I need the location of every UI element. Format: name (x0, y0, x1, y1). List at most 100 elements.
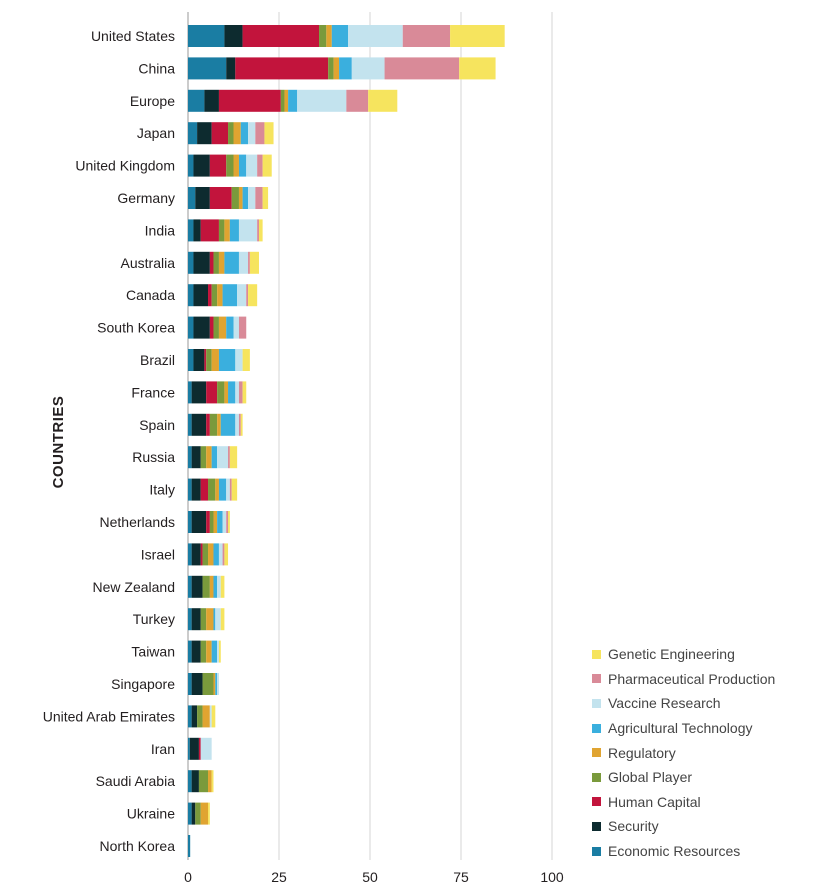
x-tick-label: 50 (362, 869, 378, 885)
bar-segment-vaccine-research (235, 413, 239, 436)
bar-segment-economic-resources (188, 835, 191, 857)
country-label: North Korea (100, 838, 176, 854)
bar-segment-human-capital (206, 511, 210, 533)
country-label: Brazil (140, 352, 175, 368)
bar-segment-pharmaceutical-production (257, 219, 259, 242)
bar-segment-economic-resources (188, 640, 192, 663)
bar-segment-economic-resources (188, 511, 192, 533)
bar-segment-human-capital (209, 187, 232, 209)
country-label: China (138, 60, 175, 76)
country-label: United Arab Emirates (43, 708, 175, 724)
bar-segment-global-player (231, 187, 239, 209)
country-label: Europe (130, 93, 175, 109)
legend-item: Vaccine Research (592, 691, 812, 716)
bar-segment-economic-resources (188, 575, 192, 598)
bar-segment-human-capital (218, 89, 281, 112)
bar-segment-genetic-engineering (242, 349, 250, 371)
bar-segment-economic-resources (188, 89, 205, 112)
bar-segment-security (191, 381, 207, 404)
legend-swatch (592, 698, 601, 708)
bar-segment-global-player (197, 705, 203, 728)
country-label: Iran (151, 741, 175, 757)
bar-segment-economic-resources (188, 187, 196, 209)
bar-segment-pharmaceutical-production (222, 543, 225, 566)
bar-segment-genetic-engineering (262, 154, 272, 177)
bar-segment-security (193, 349, 205, 371)
bar-segment-security (193, 219, 201, 242)
bar-segment-genetic-engineering (211, 770, 214, 793)
bar-segment-agricultural-technology (213, 575, 218, 598)
country-label: Italy (149, 482, 175, 498)
bar-segment-security (189, 737, 199, 760)
country-label: India (145, 222, 176, 238)
bar-segment-vaccine-research (217, 446, 229, 469)
bar-segment-security (195, 187, 210, 209)
bar-segment-genetic-engineering (220, 608, 225, 631)
legend-swatch (592, 674, 601, 684)
legend-swatch (592, 748, 601, 758)
bar-segment-pharmaceutical-production (238, 413, 241, 436)
bar-segment-economic-resources (188, 673, 192, 695)
country-label: Germany (117, 190, 175, 206)
legend: Genetic Engineering Pharmaceutical Produc… (592, 642, 812, 863)
legend-item: Agricultural Technology (592, 716, 812, 741)
bar-segment-pharmaceutical-production (255, 122, 265, 145)
bar-segment-global-player (195, 802, 201, 825)
bar-segment-human-capital (200, 543, 203, 566)
bar-segment-global-player (200, 640, 207, 663)
bar-segment-agricultural-technology (220, 413, 236, 436)
bar-segment-human-capital (206, 413, 210, 436)
bar-segment-vaccine-research (217, 575, 221, 598)
bar-segment-genetic-engineering (248, 284, 258, 307)
country-label: Singapore (111, 676, 175, 692)
bar-segment-economic-resources (188, 316, 194, 339)
country-label: United Kingdom (75, 158, 175, 174)
country-label: France (131, 384, 175, 400)
bar-segment-genetic-engineering (220, 575, 225, 598)
bar-segment-global-player (202, 673, 214, 695)
bar-segment-security (197, 122, 212, 145)
bar-segment-agricultural-technology (238, 154, 247, 177)
bar-segment-economic-resources (188, 122, 198, 145)
x-axis-ticks: 0 25 50 75 100 (184, 869, 564, 885)
x-tick-label: 25 (271, 869, 287, 885)
bar-segment-regulatory (333, 57, 340, 80)
bar-segment-global-player (211, 284, 218, 307)
legend-swatch (592, 649, 601, 659)
bar-segment-global-player (200, 446, 207, 469)
bar-segment-vaccine-research (238, 251, 249, 274)
legend-item: Global Player (592, 765, 812, 790)
bar-segment-global-player (206, 349, 212, 371)
bar-segment-vaccine-research (218, 543, 223, 566)
country-label: Japan (137, 125, 175, 141)
bar-segment-pharmaceutical-production (257, 154, 263, 177)
bar-segment-global-player (328, 57, 334, 80)
bar-segment-genetic-engineering (231, 478, 238, 501)
bar-segment-security (191, 413, 207, 436)
x-tick-label: 75 (453, 869, 469, 885)
bar-segment-vaccine-research (235, 381, 239, 404)
bar-segment-regulatory (284, 89, 289, 112)
bar-segment-regulatory (200, 802, 209, 825)
bar-segment-global-player (209, 413, 218, 436)
bar-segment-vaccine-research (226, 478, 230, 501)
bar-segment-global-player (226, 154, 234, 177)
bar-segment-human-capital (198, 737, 201, 760)
bar-segment-regulatory (217, 284, 223, 307)
legend-label: Human Capital (608, 793, 701, 810)
bar-segment-genetic-engineering (228, 511, 230, 533)
country-label: South Korea (97, 320, 175, 336)
bar-segment-regulatory (224, 381, 229, 404)
bar-segment-global-player (217, 381, 225, 404)
bar-segment-vaccine-research (237, 284, 247, 307)
bar-segment-pharmaceutical-production (402, 25, 451, 47)
legend-label: Genetic Engineering (608, 646, 735, 663)
legend-label: Economic Resources (608, 843, 741, 860)
bar-segment-pharmaceutical-production (226, 511, 229, 533)
bar-segment-security (191, 511, 207, 533)
bar-segment-security (226, 57, 236, 80)
bar-segment-agricultural-technology (218, 349, 236, 371)
bar-segment-regulatory (215, 478, 219, 501)
bar-segment-human-capital (209, 154, 227, 177)
legend-item: Regulatory (592, 740, 812, 765)
